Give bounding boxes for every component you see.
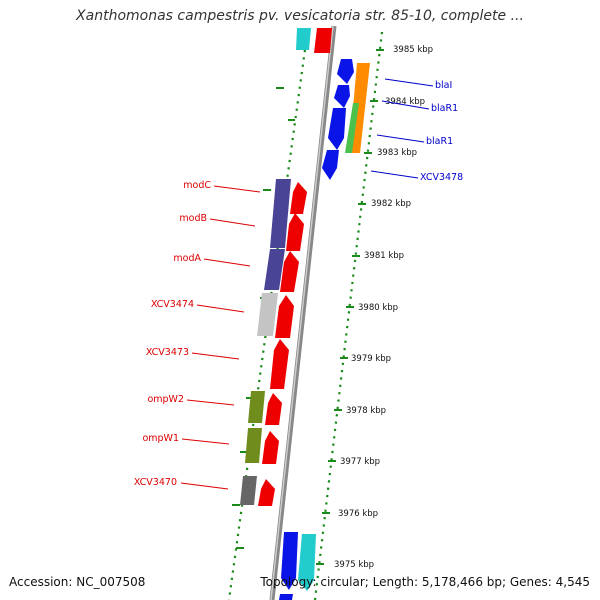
- gene-arrow-blaR1-b[interactable]: [328, 108, 346, 150]
- gene-label-modA: modA: [173, 253, 201, 264]
- gene-arrow-bottom-blue-2[interactable]: [279, 594, 293, 600]
- scale-label: 3981 kbp: [364, 251, 404, 261]
- gene-label-modC: modC: [183, 180, 211, 191]
- gene-arrow-red[interactable]: [270, 339, 289, 389]
- gene-box-ompW2[interactable]: [248, 391, 265, 423]
- scale-label: 3978 kbp: [346, 406, 386, 416]
- gene-arrow-red[interactable]: [275, 295, 294, 338]
- topology-summary: Topology: circular; Length: 5,178,466 bp…: [260, 575, 590, 589]
- gene-arrow-top-cyan[interactable]: [296, 28, 311, 50]
- gene-arrow-red[interactable]: [265, 393, 282, 425]
- gene-arrow-red[interactable]: [280, 251, 299, 292]
- gene-box-ompW1[interactable]: [245, 428, 262, 463]
- scale-label: 3985 kbp: [393, 45, 433, 55]
- gene-label-blaR1: blaR1: [426, 136, 453, 147]
- gene-label-blaI: blaI: [435, 80, 452, 91]
- scale-label: 3976 kbp: [338, 509, 378, 519]
- scale-label: 3975 kbp: [334, 560, 374, 570]
- gene-arrow-red[interactable]: [262, 431, 279, 464]
- scale-label: 3984 kbp: [385, 97, 425, 107]
- accession-text: Accession: NC_007508: [9, 575, 146, 589]
- gene-box-modA[interactable]: [264, 249, 285, 290]
- gene-label-ompW1: ompW1: [142, 433, 179, 444]
- gene-arrow-XCV3478[interactable]: [322, 150, 339, 180]
- scale-label: 3980 kbp: [358, 303, 398, 313]
- gene-label-XCV3473: XCV3473: [146, 347, 189, 358]
- gene-box-modC[interactable]: [270, 179, 291, 248]
- gene-arrow-red[interactable]: [290, 182, 307, 214]
- gene-arrow-red[interactable]: [258, 479, 275, 506]
- genome-backbone: [269, 25, 337, 600]
- gene-label-blaR1: blaR1: [431, 103, 458, 114]
- gene-arrow-bottom-cyan[interactable]: [298, 534, 316, 591]
- genome-backbone-highlight: [270, 25, 334, 600]
- gene-arrow-bottom-blue[interactable]: [281, 532, 298, 590]
- feature-green[interactable]: [345, 103, 359, 153]
- gene-label-XCV3470: XCV3470: [134, 477, 177, 488]
- gene-arrow-red[interactable]: [286, 213, 304, 251]
- gene-label-XCV3478: XCV3478: [420, 172, 463, 183]
- gene-arrow-top-red[interactable]: [314, 28, 332, 53]
- gene-arrow-blaR1-a[interactable]: [334, 85, 350, 108]
- gene-arrow-blaI[interactable]: [337, 59, 354, 84]
- gene-label-XCV3474: XCV3474: [151, 299, 194, 310]
- scale-label: 3977 kbp: [340, 457, 380, 467]
- scale-label: 3979 kbp: [351, 354, 391, 364]
- scale-ticks: [316, 49, 384, 565]
- gene-box-XCV3470[interactable]: [240, 476, 257, 505]
- right-label-connectors: [370, 78, 434, 179]
- left-label-connectors: [180, 185, 261, 490]
- gene-label-modB: modB: [179, 213, 207, 224]
- gene-box-XCV3474[interactable]: [257, 293, 278, 336]
- gene-label-ompW2: ompW2: [147, 394, 184, 405]
- scale-label: 3983 kbp: [377, 148, 417, 158]
- map-title: Xanthomonas campestris pv. vesicatoria s…: [76, 8, 524, 24]
- scale-label: 3982 kbp: [371, 199, 411, 209]
